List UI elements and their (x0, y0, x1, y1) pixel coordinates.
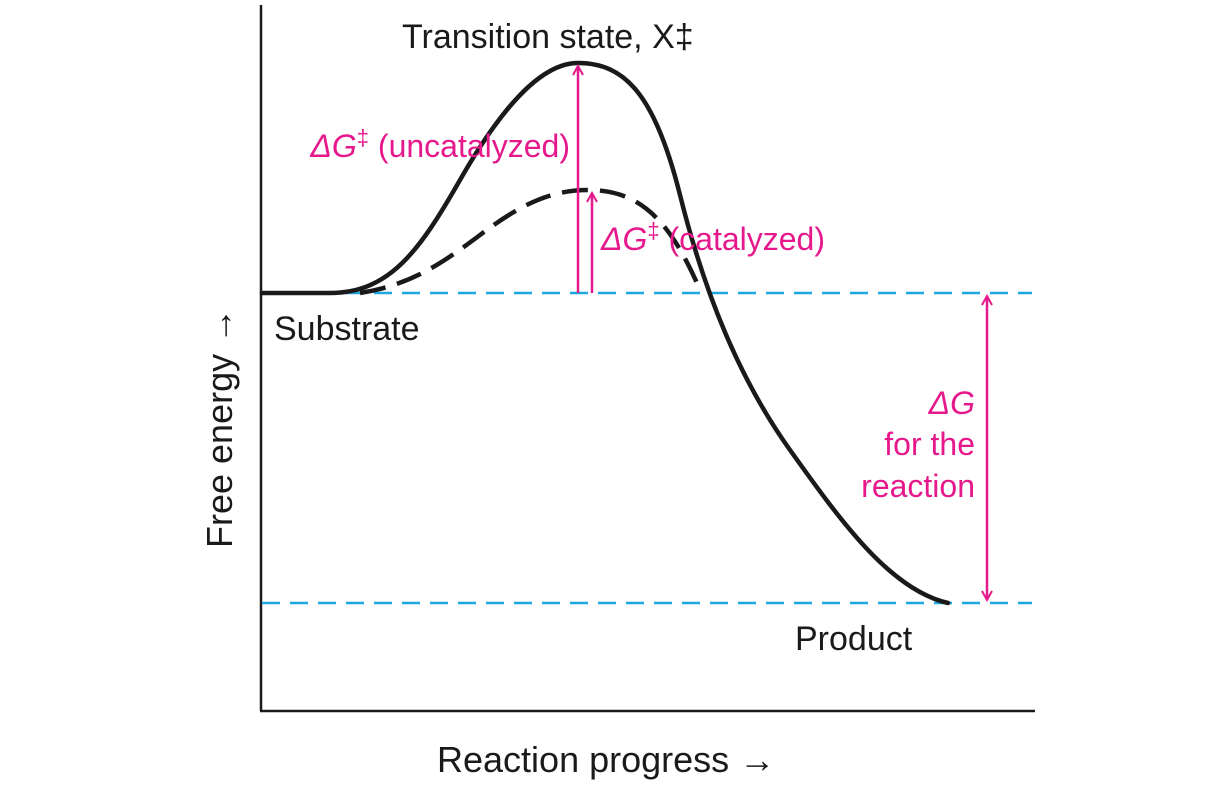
transition-state-label: Transition state, X‡ (402, 18, 694, 56)
catalyzed-curve (359, 187, 703, 296)
dg-catalyzed-dagger: ‡ (647, 218, 659, 243)
dg-uncatalyzed-symbol: ΔG (309, 128, 356, 164)
dg-reaction-label-line3: reaction (861, 468, 975, 504)
substrate-label: Substrate (274, 310, 420, 348)
dg-catalyzed-label: ΔG‡ (catalyzed) (600, 218, 825, 257)
dg-uncatalyzed-label: ΔG‡ (uncatalyzed) (309, 125, 570, 164)
product-label: Product (795, 620, 913, 658)
y-axis-label: Free energy → (199, 308, 240, 548)
dg-reaction-label-line2: for the (884, 426, 975, 462)
dg-uncatalyzed-dagger: ‡ (357, 125, 369, 150)
dg-catalyzed-text: (catalyzed) (660, 221, 825, 257)
uncatalyzed-curve (259, 60, 951, 606)
dg-catalyzed-symbol: ΔG (600, 221, 647, 257)
dg-reaction-label-line1: ΔG (928, 385, 975, 421)
x-axis-label: Reaction progress → (437, 739, 775, 780)
dg-uncatalyzed-text: (uncatalyzed) (369, 128, 570, 164)
